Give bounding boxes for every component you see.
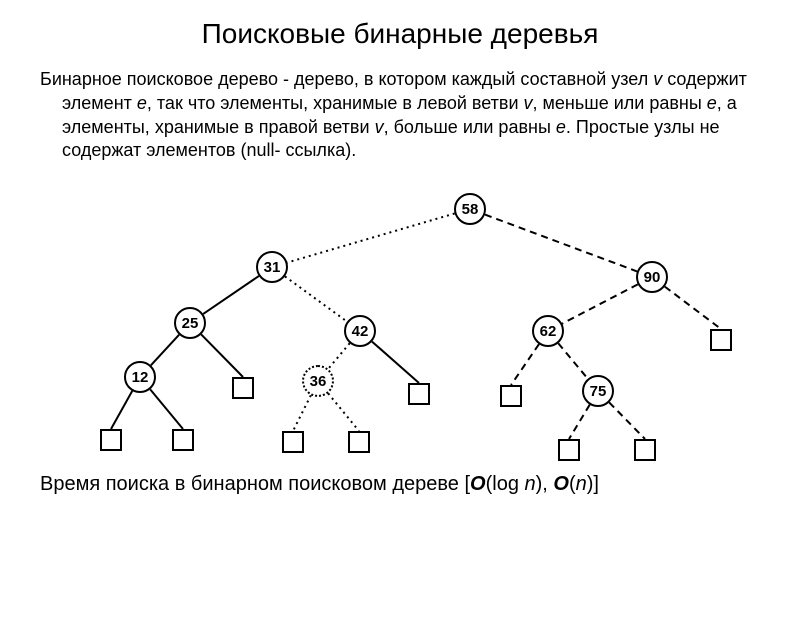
tree-leaf: [100, 429, 122, 451]
tree-edge: [201, 334, 243, 377]
tree-node-58: 58: [454, 193, 486, 225]
tree-node-75: 75: [582, 375, 614, 407]
tree-leaf: [348, 431, 370, 453]
tree-edge: [609, 402, 645, 439]
tree-edge: [328, 343, 349, 368]
tree-leaf: [282, 431, 304, 453]
tree-edge: [203, 276, 259, 314]
tree-leaf: [232, 377, 254, 399]
slide-title: Поисковые бинарные деревья: [0, 18, 800, 50]
tree-edge: [485, 215, 637, 272]
tree-edge: [293, 395, 311, 431]
tree-edge: [150, 389, 183, 429]
tree-edge: [151, 335, 179, 366]
binary-search-tree-diagram: 58 31 90 25 42 62 12 36 75: [0, 181, 800, 471]
tree-node-31: 31: [256, 251, 288, 283]
tree-edge: [372, 342, 419, 383]
tree-node-42: 42: [344, 315, 376, 347]
tree-node-36: 36: [302, 365, 334, 397]
time-complexity-note: Время поиска в бинарном поисковом дереве…: [40, 471, 760, 497]
tree-leaf: [634, 439, 656, 461]
tree-leaf: [500, 385, 522, 407]
tree-edge: [665, 287, 721, 329]
tree-edge: [111, 391, 132, 429]
tree-leaf: [558, 439, 580, 461]
tree-leaf: [408, 383, 430, 405]
tree-edge: [569, 405, 590, 439]
tree-node-25: 25: [174, 307, 206, 339]
tree-leaf: [172, 429, 194, 451]
tree-edge: [511, 344, 539, 385]
tree-edge: [285, 276, 347, 321]
tree-node-62: 62: [532, 315, 564, 347]
tree-edge: [558, 343, 588, 378]
tree-edge: [287, 213, 454, 262]
tree-leaf: [710, 329, 732, 351]
definition-paragraph: Бинарное поисковое дерево - дерево, в ко…: [40, 68, 760, 163]
tree-edge: [328, 393, 359, 431]
tree-node-90: 90: [636, 261, 668, 293]
tree-node-12: 12: [124, 361, 156, 393]
tree-edge: [562, 284, 638, 323]
